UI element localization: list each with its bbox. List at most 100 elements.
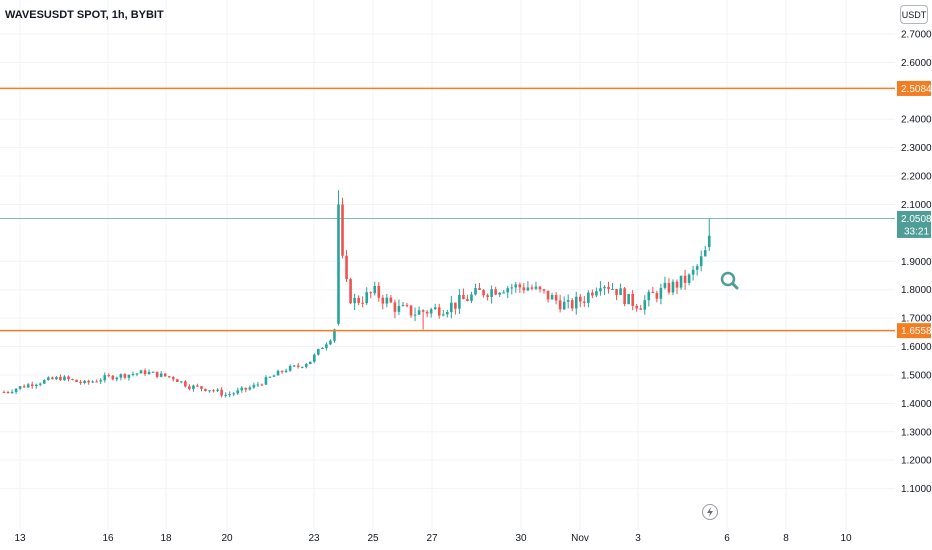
candle-body xyxy=(87,380,90,383)
candle-body xyxy=(659,287,663,299)
candle-body xyxy=(397,305,401,312)
candle-body xyxy=(171,377,175,380)
candle-body xyxy=(135,373,139,375)
candle-body xyxy=(546,290,550,300)
candle-body xyxy=(695,266,699,270)
candle-body xyxy=(365,292,368,304)
candle-body xyxy=(329,340,332,345)
candle-body xyxy=(446,312,449,315)
candle-body xyxy=(188,386,191,390)
candle-body xyxy=(228,394,231,396)
candle-body xyxy=(635,305,639,309)
candle-body xyxy=(75,379,78,382)
candle-body xyxy=(268,376,272,378)
level-price-tag xyxy=(897,323,931,339)
candle-body xyxy=(147,372,151,375)
candle-body xyxy=(55,377,58,380)
x-tick-label: 18 xyxy=(160,533,172,544)
candle-body xyxy=(462,294,465,300)
candle-body xyxy=(212,390,215,392)
currency-button[interactable]: USDT xyxy=(900,5,928,24)
candle-body xyxy=(151,371,155,373)
candle-body xyxy=(530,287,534,289)
candle-body xyxy=(675,281,679,288)
candle-body xyxy=(272,375,276,377)
candle-body xyxy=(627,293,630,305)
candle-body xyxy=(59,377,62,381)
candle-body xyxy=(236,390,240,394)
candle-body xyxy=(300,366,304,368)
candle-body xyxy=(47,377,50,381)
level-price-label: 2.5084 xyxy=(901,84,932,95)
y-tick-label: 1.2000 xyxy=(901,456,932,467)
candle-body xyxy=(175,379,179,382)
candle-body xyxy=(607,286,610,290)
candle-body xyxy=(433,307,437,310)
candle-body xyxy=(357,297,360,303)
x-tick-label: Nov xyxy=(571,533,589,544)
candle-body xyxy=(317,348,320,355)
candle-body xyxy=(143,370,147,375)
x-tick-label: 8 xyxy=(783,533,789,544)
countdown-label: 33:21 xyxy=(904,226,929,237)
candle-body xyxy=(248,387,252,390)
candle-body xyxy=(699,256,703,267)
candle-body xyxy=(91,381,94,383)
candle-body xyxy=(566,300,570,302)
y-tick-label: 2.1000 xyxy=(901,200,932,211)
candle-body xyxy=(83,380,86,384)
candle-body xyxy=(417,310,421,315)
candle-body xyxy=(232,393,236,395)
level-price-tag xyxy=(897,80,931,96)
last-price-label: 2.0508 xyxy=(901,214,932,225)
candle-body xyxy=(325,344,328,349)
candle-body xyxy=(639,308,643,310)
candle-body xyxy=(26,384,30,388)
candle-body xyxy=(389,297,393,303)
candle-body xyxy=(204,388,207,391)
candle-body xyxy=(333,329,336,341)
candle-body xyxy=(413,314,417,316)
candle-body xyxy=(502,292,506,294)
candle-body xyxy=(167,376,171,378)
candle-body xyxy=(296,365,300,367)
candle-body xyxy=(43,380,46,384)
candle-body xyxy=(578,296,582,302)
candle-body xyxy=(494,289,497,295)
candle-body xyxy=(220,389,223,396)
candle-body xyxy=(381,297,385,304)
candle-body xyxy=(349,279,352,304)
candle-body xyxy=(490,289,493,297)
candle-body xyxy=(587,292,590,303)
candle-body xyxy=(369,292,373,294)
candle-body xyxy=(119,374,123,378)
last-price-tag xyxy=(897,210,931,238)
x-tick-label: 23 xyxy=(308,533,320,544)
y-tick-label: 1.1000 xyxy=(901,484,932,495)
y-tick-label: 1.8000 xyxy=(901,285,932,296)
candle-body xyxy=(631,293,634,306)
lightning-icon xyxy=(707,507,713,517)
candle-body xyxy=(341,204,344,256)
candle-body xyxy=(683,275,687,283)
candle-body xyxy=(470,294,473,301)
time-axis: 13 16 18 20 23 25 27 30 Nov 3 6 8 10 xyxy=(14,533,852,544)
lightning-button[interactable] xyxy=(702,504,718,520)
candle-body xyxy=(280,370,284,373)
magnifier-icon[interactable] xyxy=(720,271,739,290)
candle-body xyxy=(691,269,695,275)
symbol-title: WAVESUSDT SPOT, 1h, BYBIT xyxy=(5,9,164,21)
candle-body xyxy=(570,300,574,309)
candle-body xyxy=(534,286,538,289)
y-tick-label: 1.7000 xyxy=(901,314,932,325)
candle-body xyxy=(498,292,501,295)
candle-body xyxy=(2,391,6,393)
candle-body xyxy=(421,310,425,312)
candle-body xyxy=(667,283,671,293)
candle-body xyxy=(345,255,348,280)
candle-body xyxy=(454,302,457,309)
candle-body xyxy=(405,305,409,307)
x-tick-label: 3 xyxy=(635,533,641,544)
